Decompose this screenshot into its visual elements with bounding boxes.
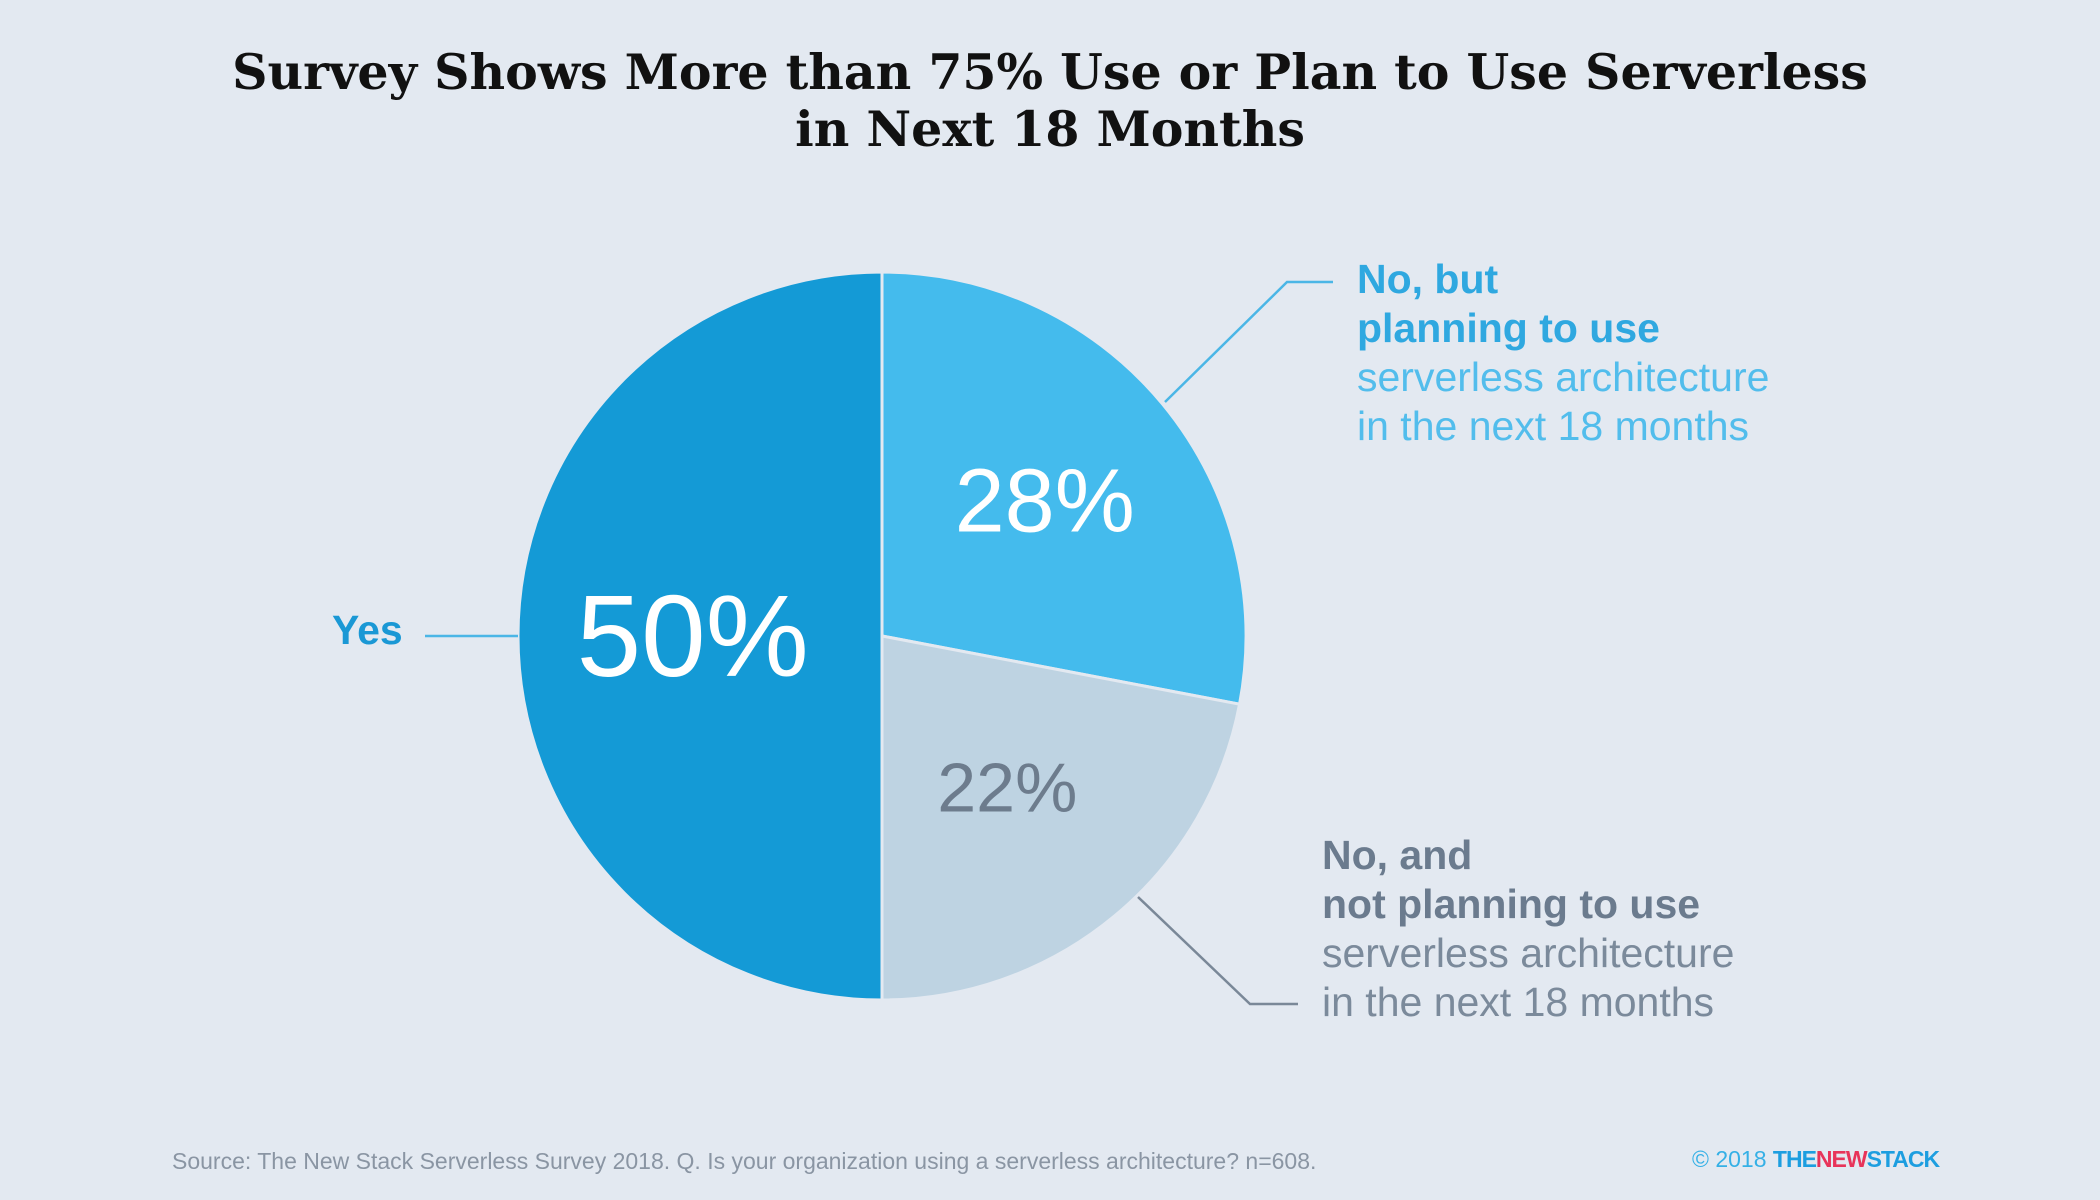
slice-label-no-not-planning: 22% (937, 748, 1077, 826)
brand-the: THE (1772, 1146, 1817, 1172)
brand-stack: STACK (1866, 1146, 1941, 1172)
leader-line-no-and (1137, 896, 1298, 1006)
legend-no-but-bold-line-1: No, but (1357, 256, 1499, 302)
slice-label-no-but-planning: 28% (955, 451, 1135, 551)
legend-no-but-planning: No, but planning to use serverless archi… (1357, 255, 1769, 451)
chart-title-line-2: in Next 18 Months (795, 100, 1305, 158)
legend-no-and-light-line-1: serverless architecture (1322, 930, 1735, 976)
legend-no-but-light-line-1: serverless architecture (1357, 354, 1770, 400)
copyright-footer: © 2018 THENEWSTACK (1692, 1146, 1941, 1173)
legend-no-but-light-line-2: in the next 18 months (1357, 403, 1750, 449)
pie-slice-no-not-planning (880, 634, 1242, 1002)
slice-label-yes: 50% (577, 571, 809, 701)
brand-new: NEW (1815, 1146, 1868, 1172)
legend-no-not-planning: No, and not planning to use serverless a… (1322, 831, 1734, 1027)
legend-no-and-light-line-2: in the next 18 months (1322, 979, 1715, 1025)
legend-no-and-bold-line-1: No, and (1322, 832, 1473, 878)
leader-line-no-but (1164, 280, 1333, 403)
legend-no-and-bold-line-2: not planning to use (1322, 881, 1701, 927)
source-note: Source: The New Stack Serverless Survey … (172, 1148, 1317, 1174)
legend-no-but-bold-line-2: planning to use (1357, 305, 1660, 351)
chart-title-line-1: Survey Shows More than 75% Use or Plan t… (232, 43, 1868, 101)
chart-title: Survey Shows More than 75% Use or Plan t… (0, 44, 2100, 158)
copyright-text: © 2018 (1692, 1146, 1767, 1172)
pie-slice-no-but-planning (880, 270, 1248, 706)
the-new-stack-logo: THENEWSTACK (1772, 1146, 1941, 1172)
legend-yes: Yes (332, 607, 403, 653)
